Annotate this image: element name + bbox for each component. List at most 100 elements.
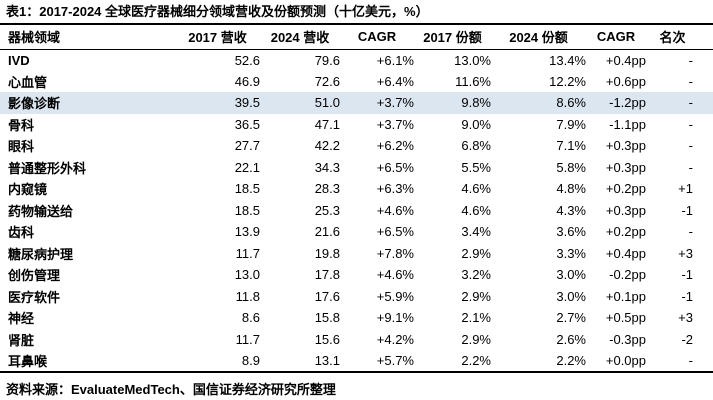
cell-rev2024: 79.6 (314, 52, 340, 68)
cell-rev2024: 25.3 (314, 202, 340, 218)
cell-rev2024: 72.6 (314, 73, 340, 89)
cell-name: 影像诊断 (8, 96, 61, 112)
header-2024-revenue: 2024 营收 (260, 24, 340, 50)
cell-share2017: 2.9% (461, 245, 491, 261)
cell-share_change: +0.6pp (605, 73, 646, 89)
table-row: 齿科 13.9 21.6 +6.5% 3.4% 3.6% +0.2pp - (0, 221, 713, 243)
table-row: 骨科 36.5 47.1 +3.7% 9.0% 7.9% -1.1pp - (0, 114, 713, 136)
cell-share2017: 11.6% (455, 73, 491, 89)
table-row: 心血管 46.9 72.6 +6.4% 11.6% 12.2% +0.6pp - (0, 71, 713, 93)
table-row: IVD 52.6 79.6 +6.1% 13.0% 13.4% +0.4pp - (0, 49, 713, 71)
table-title: 表1：2017-2024 全球医疗器械细分领域营收及份额预测（十亿美元，%） (6, 4, 429, 19)
header-2017-share: 2017 份额 (414, 24, 491, 50)
cell-share_change: -1.2pp (609, 95, 646, 111)
cell-rev2017: 27.7 (234, 138, 260, 154)
cell-rev2017: 13.0 (234, 267, 260, 283)
cell-rev2024: 13.1 (314, 352, 340, 368)
cell-rev2024: 15.6 (314, 331, 340, 347)
table-body: IVD 52.6 79.6 +6.1% 13.0% 13.4% +0.4pp - 心血管 46.9… (0, 49, 713, 372)
cell-share2024: 4.8% (556, 181, 586, 197)
cell-share2017: 4.6% (461, 202, 491, 218)
cell-rev2017: 18.5 (234, 181, 260, 197)
cell-name: 药物输送给 (8, 203, 74, 219)
table-row: 肾脏 11.7 15.6 +4.2% 2.9% 2.6% -0.3pp -2 (0, 329, 713, 351)
cell-name: 普通整形外科 (8, 160, 87, 176)
cell-share_change: +0.4pp (605, 245, 646, 261)
cell-name: 眼科 (8, 139, 35, 155)
cell-rev2017: 22.1 (234, 159, 260, 175)
cell-share2017: 9.8% (461, 95, 491, 111)
cell-share_change: +0.0pp (605, 352, 646, 368)
cell-rank_change: -1 (681, 267, 693, 283)
table-row: 影像诊断 39.5 51.0 +3.7% 9.8% 8.6% -1.2pp - (0, 92, 713, 114)
cell-rank_change: - (688, 73, 693, 89)
cell-rev2017: 8.9 (241, 352, 260, 368)
table-row: 普通整形外科 22.1 34.3 +6.5% 5.5% 5.8% +0.3pp - (0, 157, 713, 179)
cell-cagr: +7.8% (376, 245, 414, 261)
cell-rev2017: 11.7 (235, 331, 260, 347)
cell-rank_change: -1 (681, 202, 693, 218)
cell-share2017: 4.6% (461, 181, 491, 197)
cell-name: 心血管 (8, 74, 48, 90)
cell-rank_change: +3 (678, 310, 693, 326)
cell-cagr: +3.7% (376, 95, 414, 111)
cell-rank_change: +1 (678, 181, 693, 197)
cell-rev2024: 47.1 (314, 116, 340, 132)
cell-name: 耳鼻喉 (8, 353, 48, 369)
cell-cagr: +5.9% (376, 288, 414, 304)
cell-cagr: +6.4% (376, 73, 414, 89)
cell-rank_change: -2 (681, 331, 693, 347)
cell-cagr: +5.7% (376, 352, 414, 368)
cell-name: 神经 (8, 311, 35, 327)
cell-rev2017: 8.6 (241, 310, 260, 326)
cell-cagr: +6.3% (376, 181, 414, 197)
cell-name: 医疗软件 (8, 289, 61, 305)
header-2024-share: 2024 份额 (491, 24, 586, 50)
cell-rank_change: - (688, 224, 693, 240)
cell-rank_change: - (688, 95, 693, 111)
cell-name: 肾脏 (8, 332, 35, 348)
cell-share2024: 12.2% (549, 73, 586, 89)
cell-rev2017: 36.5 (234, 116, 260, 132)
cell-share2024: 7.1% (556, 138, 586, 154)
cell-share_change: +0.1pp (605, 288, 646, 304)
table-row: 药物输送给 18.5 25.3 +4.6% 4.6% 4.3% +0.3pp -1 (0, 200, 713, 222)
cell-cagr: +6.5% (376, 224, 414, 240)
cell-share2017: 9.0% (461, 116, 491, 132)
header-rank-change: 名次 (646, 24, 713, 50)
header-share-cagr: CAGR (586, 24, 646, 50)
cell-rev2017: 39.5 (234, 95, 260, 111)
cell-rev2017: 46.9 (234, 73, 260, 89)
table-row: 医疗软件 11.8 17.6 +5.9% 2.9% 3.0% +0.1pp -1 (0, 286, 713, 308)
cell-share2017: 13.0% (454, 52, 491, 68)
cell-rank_change: - (688, 138, 693, 154)
cell-rank_change: +3 (678, 245, 693, 261)
cell-share_change: -1.1pp (609, 116, 646, 132)
medical-device-forecast-table: 器械领域 2017 营收 2024 营收 CAGR 2017 份额 2024 份… (0, 23, 713, 373)
cell-cagr: +6.1% (376, 52, 414, 68)
table-row: 糖尿病护理 11.7 19.8 +7.8% 2.9% 3.3% +0.4pp +3 (0, 243, 713, 265)
cell-share2017: 5.5% (461, 159, 491, 175)
cell-rank_change: - (688, 159, 693, 175)
cell-share2024: 13.4% (549, 52, 586, 68)
cell-rev2024: 28.3 (314, 181, 340, 197)
header-2017-revenue: 2017 营收 (175, 24, 260, 50)
cell-share2017: 2.2% (461, 352, 491, 368)
cell-share2024: 8.6% (556, 95, 586, 111)
cell-rev2024: 19.8 (314, 245, 340, 261)
cell-cagr: +6.5% (376, 159, 414, 175)
table-row: 眼科 27.7 42.2 +6.2% 6.8% 7.1% +0.3pp - (0, 135, 713, 157)
cell-rev2024: 21.6 (314, 224, 340, 240)
cell-rev2017: 18.5 (234, 202, 260, 218)
cell-cagr: +4.6% (376, 202, 414, 218)
cell-rev2024: 15.8 (314, 310, 340, 326)
cell-share2024: 4.3% (556, 202, 586, 218)
cell-rev2024: 34.3 (314, 159, 340, 175)
cell-rev2024: 17.8 (314, 267, 340, 283)
cell-rev2024: 17.6 (314, 288, 340, 304)
cell-share_change: -0.3pp (609, 331, 646, 347)
cell-share2024: 3.6% (556, 224, 586, 240)
cell-rev2017: 11.7 (235, 245, 260, 261)
cell-share_change: -0.2pp (609, 267, 646, 283)
